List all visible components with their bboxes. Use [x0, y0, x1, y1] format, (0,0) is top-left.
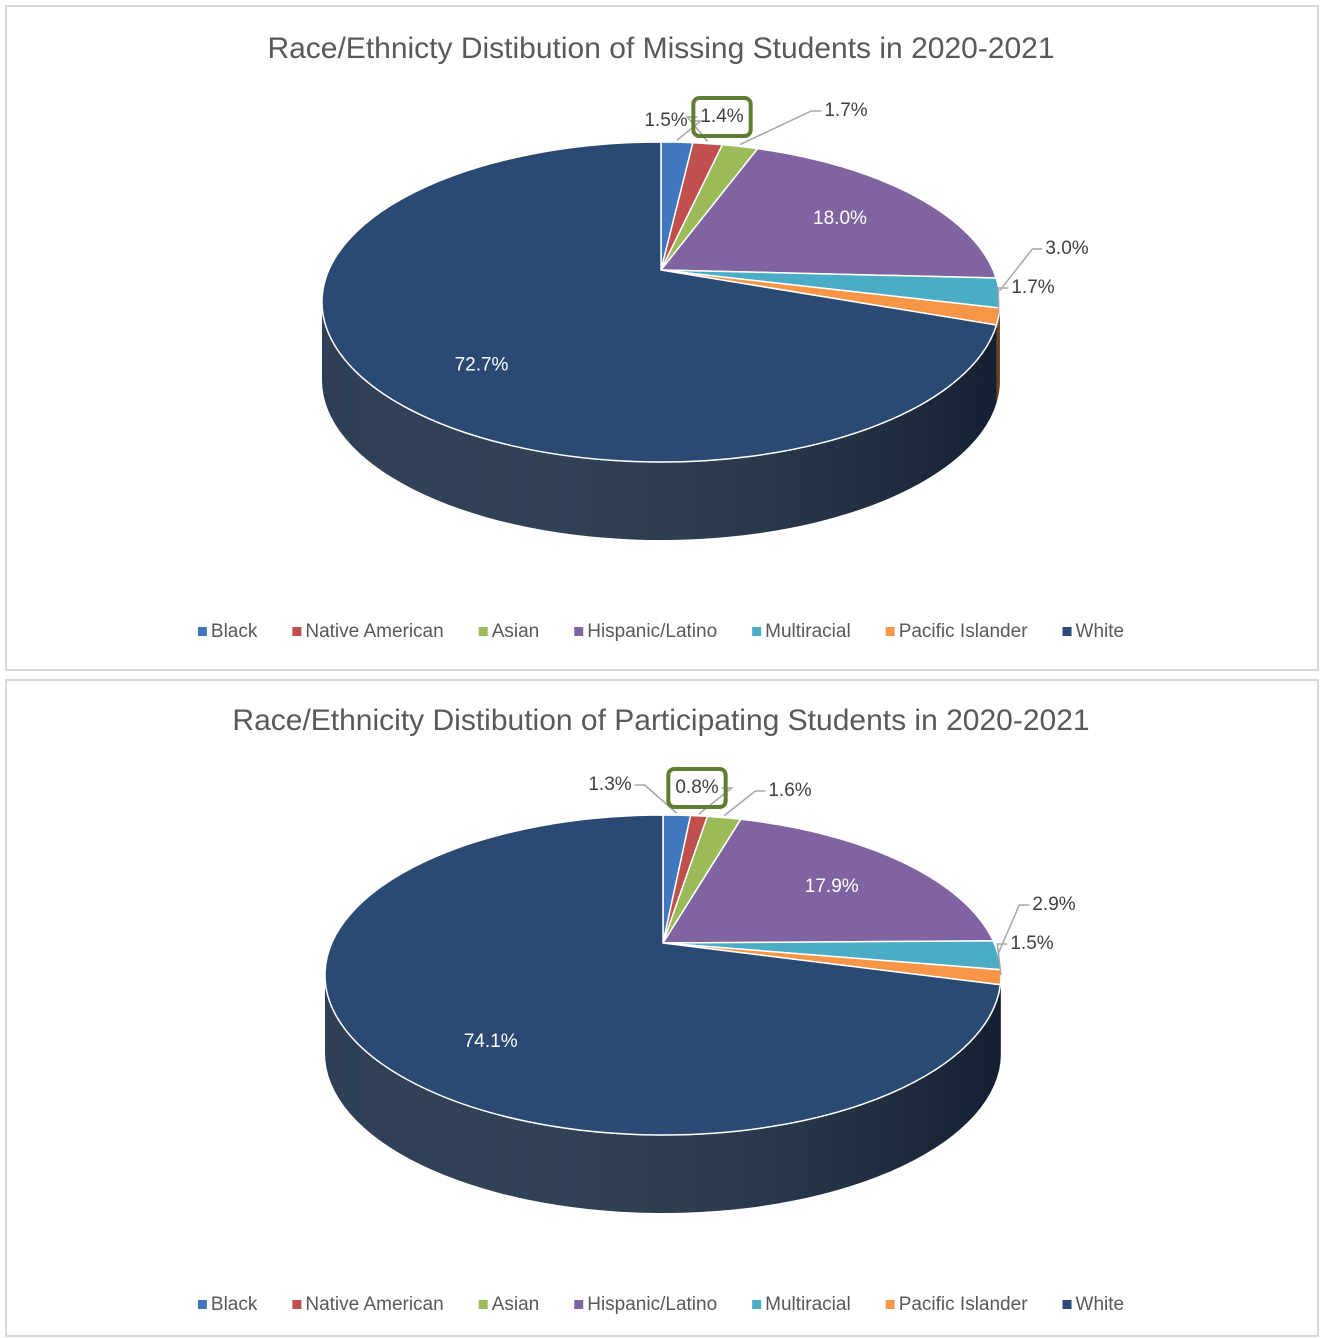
- legend-label: White: [1076, 1294, 1125, 1315]
- slice: [661, 818, 995, 944]
- legend-label: Black: [211, 1294, 258, 1315]
- data-label: 1.5%: [1010, 933, 1053, 954]
- legend-swatch: [752, 1300, 762, 1309]
- slice: [324, 814, 1002, 1136]
- data-label: 1.7%: [824, 100, 867, 121]
- leader-line: [723, 790, 766, 817]
- legend-swatch: [478, 627, 488, 636]
- data-label: 1.7%: [1011, 277, 1054, 298]
- data-label: 74.1%: [464, 1031, 518, 1052]
- data-label: 72.7%: [455, 355, 509, 376]
- legend-label: Multiracial: [765, 621, 851, 642]
- data-label: 18.0%: [813, 208, 867, 229]
- data-label: 1.5%: [644, 110, 687, 131]
- legend-swatch: [574, 1300, 584, 1309]
- chart-title: Race/Ethnicity Distibution of Participat…: [232, 704, 1089, 737]
- legend-label: Multiracial: [765, 1294, 851, 1315]
- legend-swatch: [885, 627, 895, 636]
- legend-swatch: [1062, 1300, 1072, 1309]
- data-label: 1.3%: [588, 774, 631, 795]
- leader-line: [996, 943, 1008, 976]
- legend-label: Pacific Islander: [899, 621, 1029, 642]
- chart-title: Race/Ethnicty Distibution of Missing Stu…: [267, 32, 1054, 65]
- legend-label: Hispanic/Latino: [587, 621, 717, 642]
- leader-line: [998, 248, 1043, 292]
- leader-line: [739, 110, 822, 146]
- legend-label: Asian: [492, 1294, 540, 1315]
- legend-swatch: [197, 627, 207, 636]
- legend-swatch: [1062, 627, 1072, 636]
- legend-label: Native American: [305, 621, 443, 642]
- data-label: 0.8%: [675, 777, 718, 798]
- legend-swatch: [292, 1300, 302, 1309]
- leader-line: [634, 784, 678, 814]
- legend-swatch: [885, 1300, 895, 1309]
- leader-line: [997, 287, 1009, 315]
- data-label: 1.6%: [768, 780, 811, 801]
- legend-swatch: [574, 627, 584, 636]
- legend-label: Asian: [492, 621, 540, 642]
- legend-swatch: [292, 627, 302, 636]
- data-label: 1.4%: [700, 106, 743, 127]
- legend-swatch: [478, 1300, 488, 1309]
- legend-label: White: [1076, 621, 1125, 642]
- data-label: 2.9%: [1032, 894, 1075, 915]
- legend-label: Native American: [305, 1294, 443, 1315]
- legend-label: Hispanic/Latino: [587, 1294, 717, 1315]
- highlight-box: [691, 96, 753, 138]
- legend-swatch: [752, 627, 762, 636]
- highlight-box: [666, 767, 728, 809]
- slice: [659, 147, 998, 279]
- data-label: 3.0%: [1045, 238, 1088, 259]
- legend-swatch: [197, 1300, 207, 1309]
- legend-label: Pacific Islander: [899, 1294, 1029, 1315]
- legend-label: Black: [211, 621, 258, 642]
- slice: [321, 141, 998, 463]
- leader-line: [997, 904, 1030, 954]
- data-label: 17.9%: [805, 876, 859, 897]
